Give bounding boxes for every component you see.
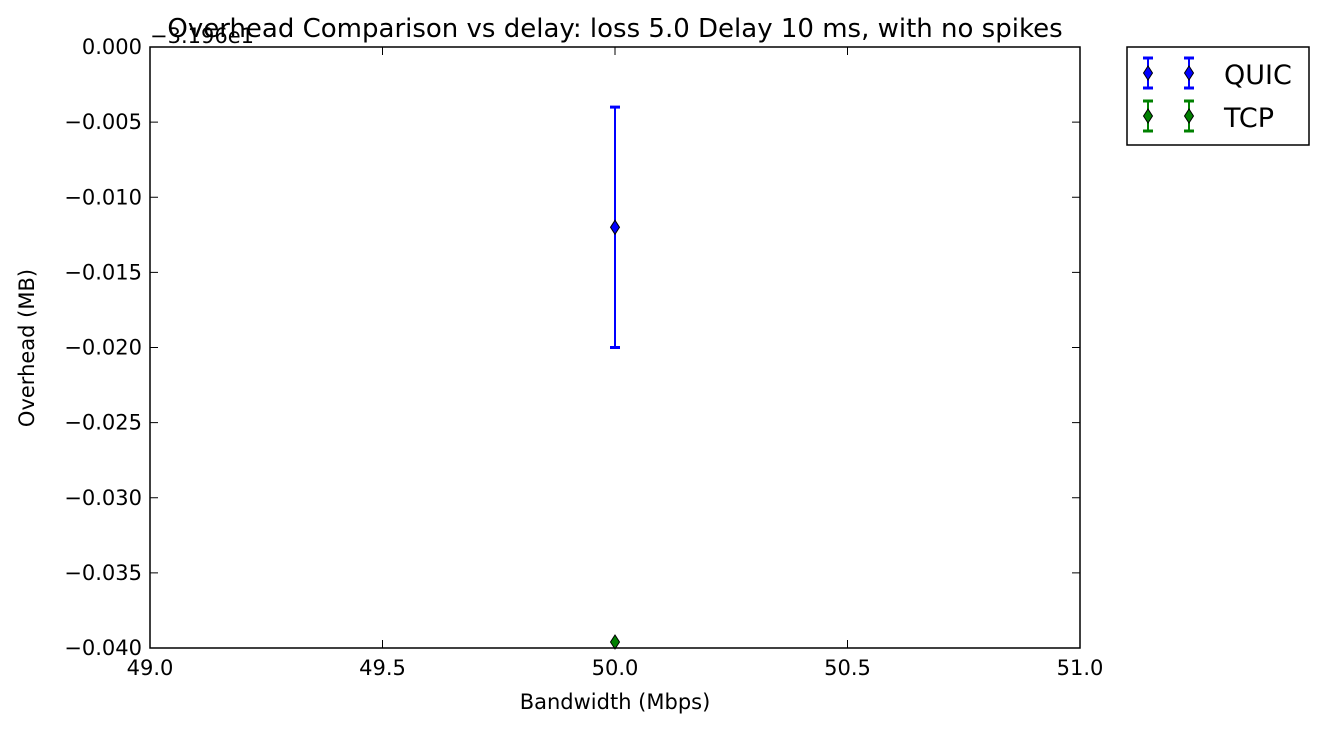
data-point-quic bbox=[609, 219, 621, 236]
y-tick-label: −0.020 bbox=[64, 336, 142, 360]
x-tick-label: 49.5 bbox=[359, 656, 406, 680]
plot-frame bbox=[149, 46, 1081, 649]
x-tick-label: 49.0 bbox=[127, 656, 174, 680]
y-tick-label: −0.040 bbox=[64, 636, 142, 660]
x-tick-label: 51.0 bbox=[1057, 656, 1104, 680]
ticks-layer: 49.0 49.5 50.0 50.5 51.0 0.000 −0.005 −0.010 −0.… bbox=[64, 35, 1103, 680]
x-tick-label: 50.5 bbox=[824, 656, 871, 680]
legend-label-tcp: TCP bbox=[1223, 103, 1274, 134]
legend-marker-quic bbox=[1142, 65, 1154, 81]
marks-layer bbox=[609, 105, 621, 650]
y-tick-label: −0.030 bbox=[64, 486, 142, 510]
y-tick-label: 0.000 bbox=[82, 35, 142, 59]
x-axis-label: Bandwidth (Mbps) bbox=[520, 690, 711, 714]
y-tick-label: −0.005 bbox=[64, 110, 142, 134]
legend: QUIC TCP bbox=[1126, 46, 1310, 146]
y-axis-label: Overhead (MB) bbox=[15, 269, 39, 427]
chart-title: Overhead Comparison vs delay: loss 5.0 D… bbox=[167, 14, 1062, 44]
y-tick-label: −0.035 bbox=[64, 561, 142, 585]
x-tick-label: 50.0 bbox=[592, 656, 639, 680]
legend-marker-quic bbox=[1183, 65, 1195, 81]
legend-frame bbox=[1126, 46, 1310, 146]
y-tick-label: −0.015 bbox=[64, 260, 142, 284]
legend-marker-tcp bbox=[1142, 108, 1154, 124]
legend-marker-tcp bbox=[1183, 108, 1195, 124]
y-tick-label: −0.025 bbox=[64, 411, 142, 435]
legend-marks bbox=[1142, 56, 1195, 133]
data-point-tcp bbox=[609, 634, 621, 650]
y-tick-label: −0.010 bbox=[64, 185, 142, 209]
legend-label-quic: QUIC bbox=[1224, 60, 1292, 91]
y-offset-label: −3.196e1 bbox=[150, 24, 254, 48]
